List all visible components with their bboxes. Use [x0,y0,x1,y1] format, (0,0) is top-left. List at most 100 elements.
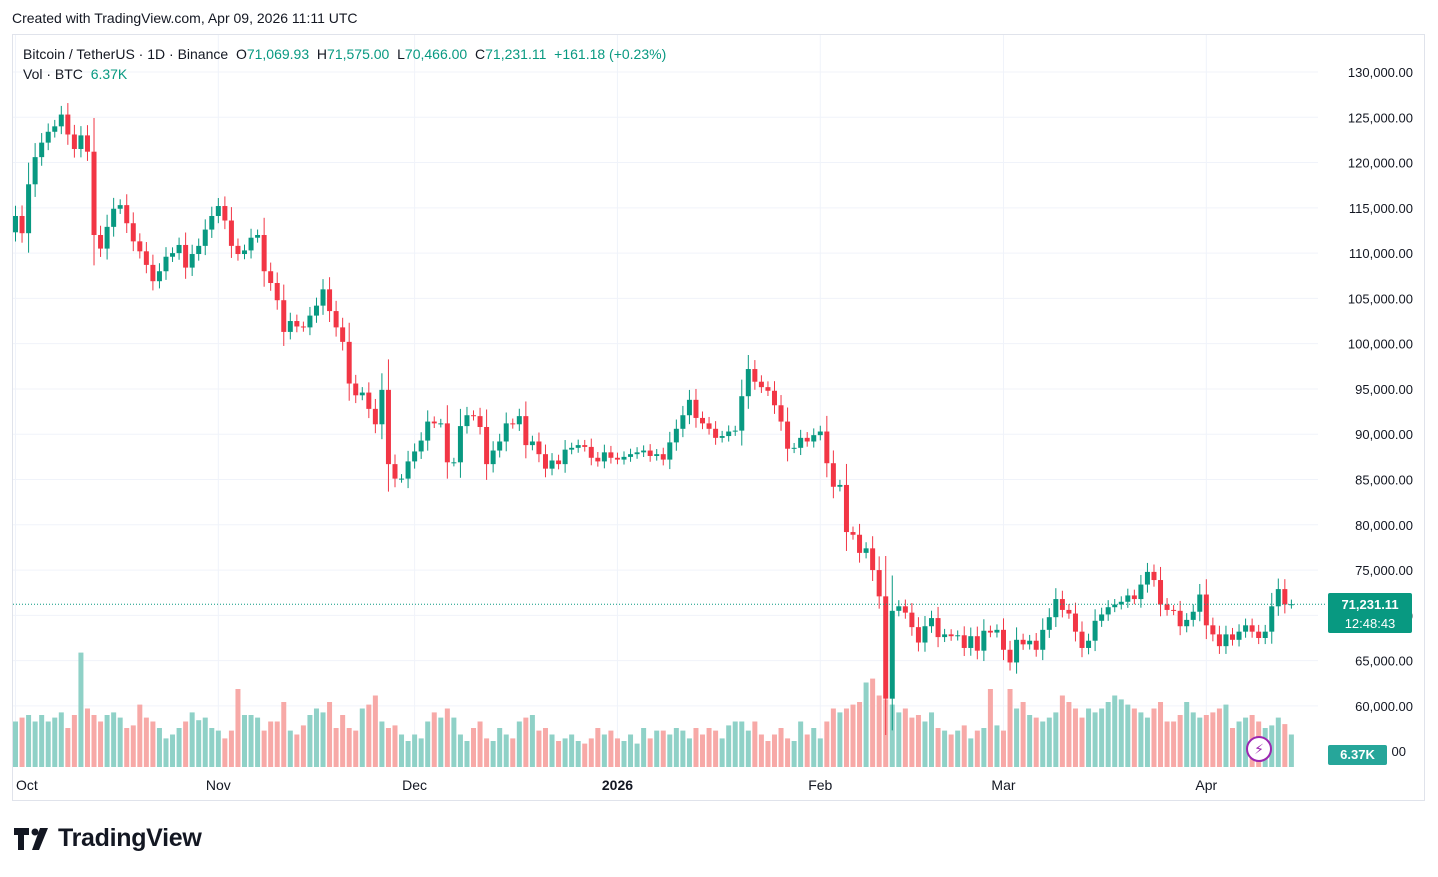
lightning-icon[interactable]: ⚡ [1246,736,1272,762]
candle-body [412,451,418,462]
volume-bar [516,721,522,767]
volume-bar [399,734,405,767]
volume-bar [13,721,18,767]
candle-body [1000,629,1006,650]
volume-bar [425,721,431,767]
price-tick-label: 120,000.00 [1348,156,1413,171]
volume-bar [889,704,895,767]
volume-bar [359,708,365,767]
candle-body [961,635,967,648]
candle-body [137,241,143,252]
candle-body [870,548,876,571]
volume-bar [791,741,797,767]
volume-bar [915,715,921,767]
candle-body [660,454,666,460]
candle-body [13,215,18,233]
candle-body [595,457,601,462]
volume-bar [412,734,418,767]
candle-body [1236,631,1242,640]
candle-body [667,442,673,460]
volume-bar [529,715,535,767]
grid-layer [13,35,1318,767]
candle-body [189,254,195,268]
candle-body [529,441,535,446]
low-value: 70,466.00 [404,46,468,62]
candle-body [1027,640,1033,645]
volume-bar [1151,708,1157,767]
volume-bar [52,717,58,767]
volume-bar [1229,728,1235,767]
candle-body [196,245,202,255]
candle-body [857,534,863,553]
volume-value: 6.37K [90,66,128,82]
volume-bar [1243,717,1249,767]
volume-bar [771,734,777,767]
chart-frame[interactable] [12,34,1425,801]
volume-bar [857,702,863,767]
volume-bar [732,721,738,767]
candle-body [837,484,843,487]
volume-label[interactable]: Vol · BTC [23,66,83,82]
candle-body [706,423,712,429]
volume-bar [353,730,359,767]
candle-body [45,131,51,143]
volume-bar [1086,708,1092,767]
volume-bar [58,712,64,767]
volume-bar [1079,717,1085,767]
volume-bar [320,712,326,767]
candle-body [778,405,784,422]
price-tick-label: 125,000.00 [1348,110,1413,125]
time-tick-label: Feb [808,777,832,793]
volume-bar [327,702,333,767]
candle-body [104,226,110,249]
volume-bar [902,708,908,767]
volume-bar [248,715,254,767]
volume-bar [484,738,490,767]
volume-bar [1059,695,1065,767]
volume-bar [1020,702,1026,767]
candle-body [1262,631,1268,638]
volume-bar [935,728,941,767]
volume-bar [680,730,686,767]
candle-body [340,327,346,342]
candle-body [817,431,823,436]
volume-bar [1216,708,1222,767]
volume-bar [929,712,935,767]
volume-bar [1131,708,1137,767]
candle-body [974,636,980,651]
volume-bar [503,734,509,767]
volume-bar [850,704,856,767]
candle-body [39,142,45,158]
volume-bar [150,721,156,767]
candle-body [1282,589,1288,605]
candle-body [1216,634,1222,647]
volume-bar [798,721,804,767]
volume-bar [817,738,823,767]
volume-bar [1210,712,1216,767]
volume-bar [215,730,221,767]
volume-bar [614,738,620,767]
volume-bar [830,708,836,767]
volume-bar [1118,699,1124,767]
volume-bar [1164,721,1170,767]
candle-body [1275,589,1281,607]
candle-body [1164,604,1170,610]
volume-bar [870,678,876,767]
candle-body [156,271,162,282]
volume-bar [726,725,732,767]
candle-body [274,283,280,301]
volume-bar [1112,695,1118,767]
candle-body [915,627,921,643]
candle-body [385,389,391,465]
candle-body [909,612,915,628]
volume-bar [26,715,32,767]
volume-bar [896,712,902,767]
candle-body [84,135,90,152]
volume-bar [549,734,555,767]
price-axis: 60,000.0065,000.0070,000.0075,000.0080,0… [1348,65,1413,759]
volume-bar [811,728,817,767]
symbol-title[interactable]: Bitcoin / TetherUS · 1D · Binance [23,46,229,62]
candle-body [700,417,706,424]
candle-body [693,399,699,418]
